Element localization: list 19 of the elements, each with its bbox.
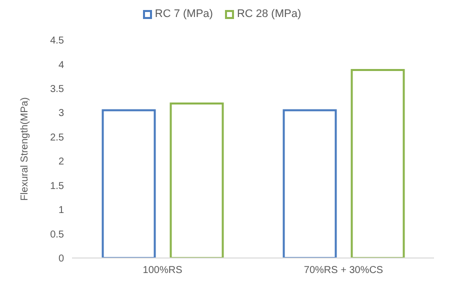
y-tick-label: 4 xyxy=(58,60,64,71)
y-tick-label: 2.5 xyxy=(50,132,64,144)
y-axis-title: Flexural Strength(MPa) xyxy=(20,97,31,201)
bar xyxy=(282,109,337,258)
legend-label: RC 7 (MPa) xyxy=(154,8,213,20)
legend-label: RC 28 (MPa) xyxy=(236,8,302,20)
y-tick-label: 0 xyxy=(58,254,64,265)
y-tick-label: 1.5 xyxy=(50,180,64,192)
bar xyxy=(350,69,405,258)
y-tick-label: 2 xyxy=(58,156,64,168)
y-tick-label: 0.5 xyxy=(50,229,64,240)
bar xyxy=(170,102,224,258)
bar xyxy=(102,109,156,258)
y-tick-label: 3 xyxy=(58,108,64,120)
x-tick-label: 70%RS + 30%CS xyxy=(304,265,384,276)
x-tick-label: 100%RS xyxy=(142,265,183,276)
y-tick-label: 1 xyxy=(58,205,64,216)
y-tick-label: 3.5 xyxy=(50,84,64,95)
y-tick-label: 4.5 xyxy=(50,36,64,47)
